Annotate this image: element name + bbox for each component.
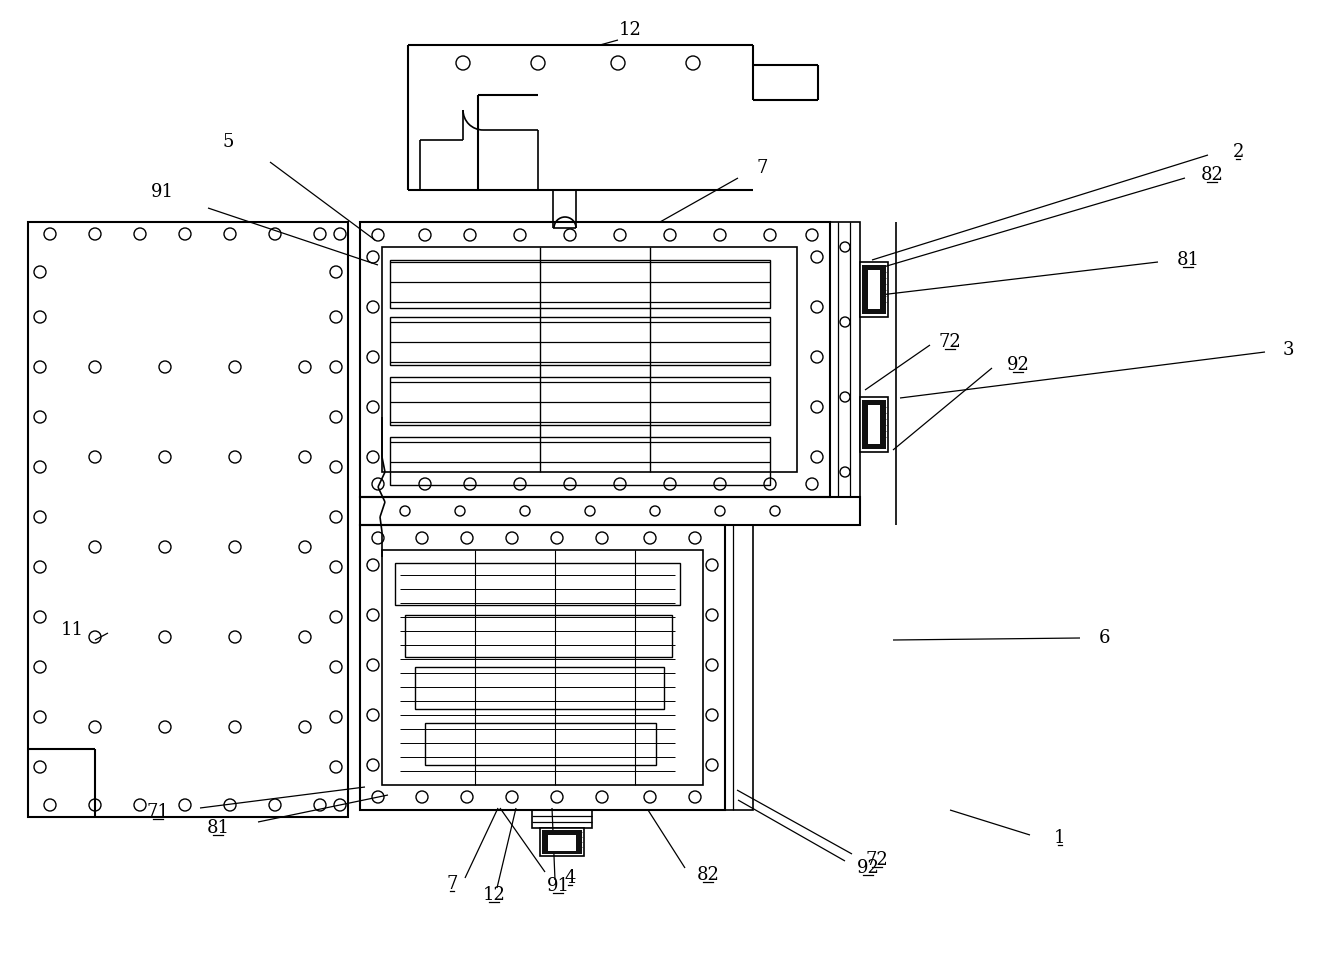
Text: 92: 92 bbox=[856, 859, 880, 877]
Text: 91: 91 bbox=[547, 877, 569, 895]
Text: 82: 82 bbox=[1201, 166, 1223, 184]
Bar bbox=[360, 222, 829, 497]
Bar bbox=[863, 400, 886, 449]
Bar bbox=[540, 828, 584, 856]
Bar bbox=[395, 563, 679, 605]
Bar bbox=[425, 723, 656, 765]
Text: 82: 82 bbox=[697, 866, 719, 884]
Text: 81: 81 bbox=[207, 819, 230, 837]
Bar bbox=[405, 615, 671, 657]
Bar bbox=[382, 550, 703, 785]
Bar bbox=[541, 830, 583, 854]
Text: 72: 72 bbox=[938, 333, 961, 351]
Bar bbox=[390, 377, 770, 425]
Bar bbox=[28, 222, 348, 817]
Text: 81: 81 bbox=[1177, 251, 1200, 269]
Bar bbox=[390, 260, 770, 308]
Text: 1: 1 bbox=[1054, 829, 1066, 847]
Bar bbox=[860, 262, 888, 317]
Bar bbox=[415, 667, 664, 709]
Bar bbox=[390, 437, 770, 485]
Bar bbox=[532, 810, 592, 828]
Bar bbox=[860, 397, 888, 452]
Text: 2: 2 bbox=[1233, 143, 1243, 161]
Text: 4: 4 bbox=[564, 869, 576, 887]
Text: 12: 12 bbox=[618, 21, 641, 39]
Text: 72: 72 bbox=[865, 851, 888, 869]
Text: 7: 7 bbox=[446, 875, 458, 893]
Text: 3: 3 bbox=[1282, 341, 1294, 359]
Text: 11: 11 bbox=[61, 621, 84, 639]
Text: 71: 71 bbox=[146, 803, 170, 821]
Bar bbox=[360, 497, 860, 525]
Bar bbox=[390, 317, 770, 365]
Bar bbox=[868, 405, 880, 444]
Bar bbox=[863, 265, 886, 314]
Text: 92: 92 bbox=[1007, 356, 1030, 374]
Text: 6: 6 bbox=[1099, 629, 1111, 647]
Bar bbox=[548, 835, 576, 851]
Bar bbox=[829, 222, 860, 497]
Text: 7: 7 bbox=[756, 159, 768, 177]
Text: 91: 91 bbox=[150, 183, 174, 201]
Text: 5: 5 bbox=[223, 133, 234, 151]
Bar bbox=[382, 247, 798, 472]
Bar bbox=[868, 270, 880, 309]
Bar bbox=[725, 525, 752, 810]
Text: 12: 12 bbox=[483, 886, 506, 904]
Bar bbox=[360, 525, 725, 810]
